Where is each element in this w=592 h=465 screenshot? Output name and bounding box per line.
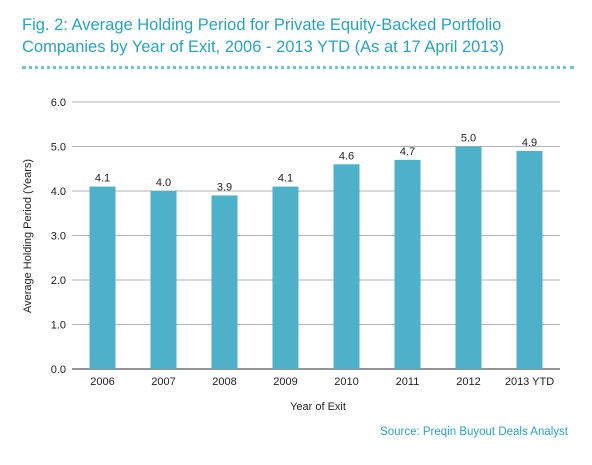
y-tick-label: 0.0: [51, 364, 66, 376]
gridlines: [72, 101, 560, 370]
data-label: 4.9: [522, 137, 537, 149]
data-label: 5.0: [461, 133, 476, 145]
data-label: 3.9: [217, 181, 232, 193]
value-labels: 4.1 4.0 3.9 4.1 4.6 4.7 5.0 4.9: [95, 133, 537, 194]
x-axis-ticks: 2006 2007 2008 2009 2010 2011 2012 2013 YTD: [90, 376, 554, 388]
x-tick-label: 2012: [456, 376, 480, 388]
y-tick-label: 1.0: [51, 320, 66, 332]
x-tick-label: 2007: [151, 376, 175, 388]
x-tick-label: 2006: [90, 376, 114, 388]
y-tick-label: 2.0: [51, 275, 66, 287]
y-axis-ticks: 0.0 1.0 2.0 3.0 4.0 5.0 6.0: [51, 97, 66, 376]
bar-2011: [394, 159, 421, 369]
bars: [89, 146, 543, 369]
x-tick-label: 2011: [396, 376, 420, 388]
chart-title-line-2: Companies by Year of Exit, 2006 - 2013 Y…: [22, 38, 505, 56]
y-axis-label: Average Holding Period (Years): [22, 159, 34, 313]
dotted-divider: [22, 66, 574, 69]
y-tick-label: 6.0: [51, 97, 66, 109]
y-tick-label: 4.0: [51, 186, 66, 198]
source-note: Source: Preqin Buyout Deals Analyst: [380, 426, 568, 438]
data-label: 4.7: [400, 146, 415, 158]
x-tick-label: 2013 YTD: [505, 376, 554, 388]
bar-2010: [333, 164, 360, 369]
data-label: 4.1: [278, 173, 293, 185]
bar-2009: [272, 186, 299, 369]
bar-2006: [89, 186, 116, 369]
bar-2007: [150, 191, 177, 369]
data-label: 4.1: [95, 173, 110, 185]
x-tick-label: 2010: [334, 376, 358, 388]
bar-2012: [455, 146, 482, 369]
bar-2013-ytd: [516, 150, 543, 369]
chart-title-line-1: Fig. 2: Average Holding Period for Priva…: [22, 16, 502, 34]
bar-2008: [211, 195, 238, 369]
data-label: 4.6: [339, 150, 354, 162]
x-axis-label: Year of Exit: [290, 401, 346, 413]
chart-title: Fig. 2: Average Holding Period for Priva…: [22, 14, 582, 58]
y-tick-label: 5.0: [51, 142, 66, 154]
x-tick-label: 2008: [212, 376, 236, 388]
data-label: 4.0: [156, 177, 171, 189]
x-tick-label: 2009: [273, 376, 297, 388]
y-tick-label: 3.0: [51, 231, 66, 243]
